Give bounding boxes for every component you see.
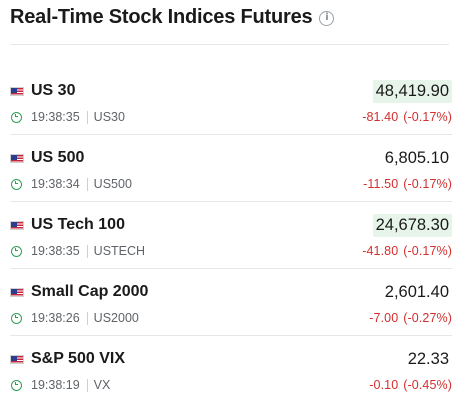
index-change-percent: (-0.45%)	[403, 378, 452, 392]
index-change-percent: (-0.17%)	[403, 244, 452, 258]
index-row-us2000[interactable]: Small Cap 2000 2,601.40 19:38:26 US2000 …	[10, 269, 452, 336]
clock-icon	[11, 111, 22, 123]
clock-icon	[11, 379, 22, 391]
index-time: 19:38:26	[31, 311, 80, 325]
index-time: 19:38:34	[31, 177, 80, 191]
us-flag-icon	[10, 287, 24, 297]
info-icon[interactable]: i	[319, 11, 335, 26]
index-change: -7.00 (-0.27%)	[369, 311, 452, 325]
index-price: 6,805.10	[384, 148, 449, 167]
meta-separator	[86, 378, 88, 392]
index-symbol: US500	[93, 177, 132, 191]
index-symbol: US2000	[93, 311, 139, 325]
index-name[interactable]: Small Cap 2000	[31, 283, 149, 300]
meta-separator	[86, 110, 88, 124]
index-symbol: US30	[93, 110, 125, 124]
index-price: 22.33	[407, 349, 449, 368]
clock-icon	[11, 245, 22, 257]
index-change-value: -81.40	[362, 110, 399, 124]
index-change: -0.10 (-0.45%)	[369, 378, 452, 392]
indices-list: US 30 48,419.90 19:38:35 US30 -81.40 (-0.…	[10, 68, 452, 403]
meta-separator	[86, 244, 88, 258]
index-time: 19:38:35	[31, 244, 80, 258]
index-change: -11.50 (-0.17%)	[363, 177, 452, 191]
index-symbol: VX	[93, 378, 111, 392]
index-change-percent: (-0.17%)	[403, 177, 452, 191]
us-flag-icon	[10, 86, 24, 96]
meta-separator	[86, 311, 88, 325]
index-change-percent: (-0.17%)	[403, 110, 452, 124]
clock-icon	[11, 312, 22, 324]
index-symbol: USTECH	[93, 244, 146, 258]
index-name[interactable]: US 30	[31, 82, 76, 99]
index-change: -41.80 (-0.17%)	[362, 244, 452, 258]
us-flag-icon	[10, 153, 24, 163]
index-price: 24,678.30	[372, 213, 452, 237]
us-flag-icon	[10, 220, 24, 230]
clock-icon	[11, 178, 22, 190]
index-change-value: -11.50	[363, 177, 399, 191]
index-row-us30[interactable]: US 30 48,419.90 19:38:35 US30 -81.40 (-0.…	[10, 68, 452, 135]
index-time: 19:38:35	[31, 110, 80, 124]
index-row-vx[interactable]: S&P 500 VIX 22.33 19:38:19 VX -0.10 (-0.4…	[10, 336, 452, 403]
index-change-value: -7.00	[369, 311, 399, 325]
index-name[interactable]: US Tech 100	[31, 216, 125, 233]
index-time: 19:38:19	[31, 378, 80, 392]
index-change-percent: (-0.27%)	[403, 311, 452, 325]
us-flag-icon	[10, 354, 24, 364]
meta-separator	[86, 177, 88, 191]
index-row-ustech[interactable]: US Tech 100 24,678.30 19:38:35 USTECH -4…	[10, 202, 452, 269]
index-change-value: -0.10	[369, 378, 399, 392]
index-change-value: -41.80	[362, 244, 399, 258]
index-name[interactable]: US 500	[31, 149, 85, 166]
index-change: -81.40 (-0.17%)	[362, 110, 452, 124]
index-name[interactable]: S&P 500 VIX	[31, 350, 125, 367]
widget-title: Real-Time Stock Indices Futures	[10, 6, 313, 28]
header-divider	[10, 44, 449, 45]
widget-header: Real-Time Stock Indices Futures i	[10, 6, 335, 29]
index-row-us500[interactable]: US 500 6,805.10 19:38:34 US500 -11.50 (-0…	[10, 135, 452, 202]
index-price: 2,601.40	[384, 282, 449, 301]
index-price: 48,419.90	[372, 79, 452, 103]
